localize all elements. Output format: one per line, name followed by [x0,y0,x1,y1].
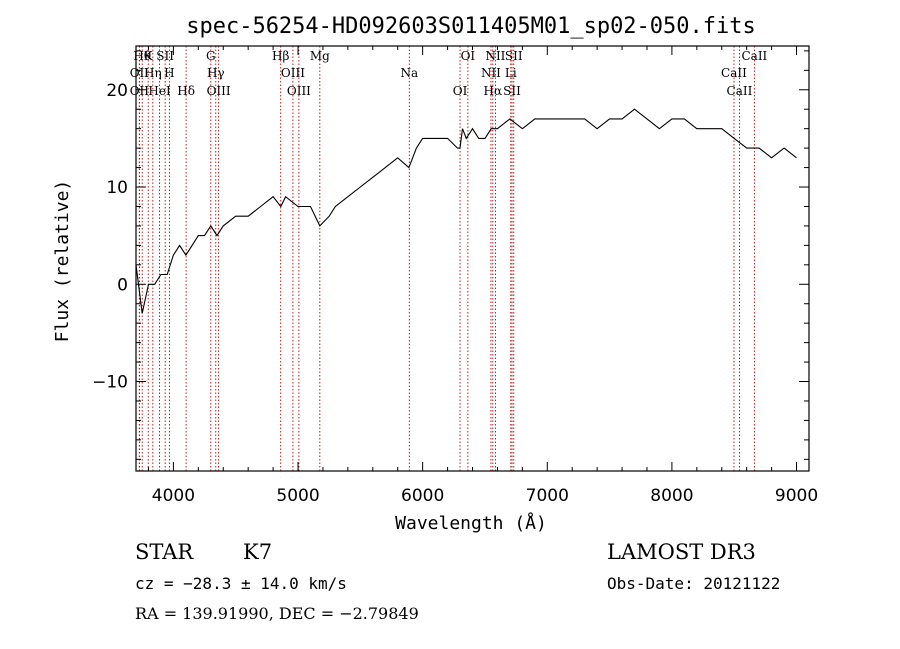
y-tick-label: 0 [117,275,128,295]
spectral-line-label: OI [461,49,476,63]
spectral-line-label: G [206,49,216,63]
redshift-velocity: cz = −28.3 ± 14.0 km/s [135,574,347,593]
survey-name: LAMOST DR3 [607,540,756,564]
x-tick-label: 5000 [276,486,319,506]
spectral-line-label: OII [130,84,150,98]
spectral-line-label: OIII [281,66,305,80]
object-class: STAR [135,540,194,564]
spectral-line-label: CaII [727,84,753,98]
y-axis-label: Flux (relative) [52,180,73,343]
spectral-line-label: NII [485,49,505,63]
spectral-line-label: CaII [741,49,767,63]
spectral-line-label: K [144,49,154,63]
spectral-line-labels: Hθ OII OII K Hη HeI SII HHδ G Hγ OIII Hβ OIII OIII Mg N… [130,49,768,98]
spectral-line-label: OIII [207,84,231,98]
spectral-line-label: Hγ [207,66,225,80]
spectral-line-label: OIII [287,84,311,98]
x-tick-label: 7000 [526,486,569,506]
x-tick-label: 9000 [775,486,818,506]
axis-ticks: 4000 5000 6000 7000 8000 9000 −10 0 10 20 [92,46,818,506]
spectral-line-label: SII [505,49,523,63]
object-subclass: K7 [243,540,272,564]
spectral-line-label: Hη [144,66,162,80]
observation-date: Obs-Date: 20121122 [607,574,780,593]
spectral-line-label: Na [400,66,418,80]
spectral-line-label: Hα [484,84,503,98]
y-tick-label: 10 [106,178,128,198]
y-tick-label: 20 [106,81,128,101]
spectral-line-label: SII [503,84,521,98]
y-tick-label: −10 [92,373,128,393]
spectral-line-label: NII [481,66,501,80]
ra-dec: RA = 139.91990, DEC = −2.79849 [135,604,419,623]
spectral-line-label: HeI [148,84,171,98]
plot-frame [135,45,810,472]
x-tick-label: 8000 [650,486,693,506]
x-tick-label: 6000 [401,486,444,506]
spectral-line-label: CaII [721,66,747,80]
spectral-line-label: OII [130,66,150,80]
spectral-line-label: H [164,66,174,80]
x-axis-label: Wavelength (Å) [395,512,547,534]
spectral-line-label: Li [505,66,517,80]
spectral-line-label: Hθ [133,49,151,63]
spectral-line-label: Hβ [272,49,289,63]
spectral-line-markers [138,46,755,471]
spectral-line-label: SII [156,49,174,63]
flux-series [135,108,797,314]
spectral-line-label: Hδ [177,84,195,98]
x-tick-label: 4000 [152,486,195,506]
flux-line [135,108,797,314]
chart-title: spec-56254-HD092603S011405M01_sp02-050.f… [186,14,756,39]
spectral-line-label: Mg [310,49,330,63]
spectral-line-label: OI [453,84,468,98]
